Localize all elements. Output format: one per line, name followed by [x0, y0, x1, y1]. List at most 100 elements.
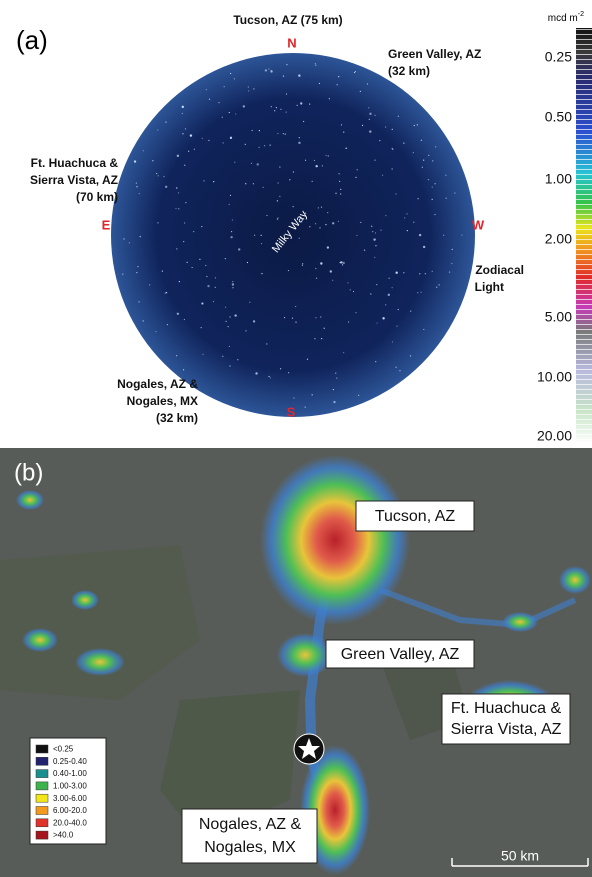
- legend-swatch: [36, 794, 48, 802]
- star: [443, 235, 444, 236]
- star: [183, 369, 184, 370]
- star: [215, 277, 216, 278]
- legend-swatch: [36, 745, 48, 753]
- star: [321, 207, 322, 208]
- star: [283, 76, 284, 77]
- star: [162, 270, 163, 271]
- panel-label: (a): [16, 25, 48, 55]
- star: [134, 160, 136, 162]
- star: [356, 235, 357, 236]
- star: [163, 176, 164, 177]
- legend-swatch: [36, 770, 48, 778]
- star: [138, 301, 139, 302]
- star: [232, 287, 233, 288]
- star: [149, 284, 150, 285]
- star: [215, 287, 216, 288]
- star: [452, 249, 453, 250]
- star: [369, 119, 370, 120]
- star: [315, 268, 316, 269]
- colorbar-tick-label: 20.00: [537, 428, 572, 444]
- star: [266, 343, 267, 344]
- star: [277, 200, 278, 201]
- star: [303, 121, 304, 122]
- star: [342, 262, 344, 264]
- star: [271, 106, 272, 107]
- star: [428, 179, 429, 180]
- star: [325, 224, 326, 225]
- star: [445, 175, 446, 176]
- star: [322, 165, 323, 166]
- star: [268, 68, 269, 69]
- star: [201, 327, 202, 328]
- star: [187, 262, 188, 263]
- star: [357, 169, 358, 170]
- light-dome: [22, 628, 58, 652]
- star: [185, 202, 186, 203]
- colorbar-tick-label: 0.25: [545, 49, 572, 65]
- star: [251, 163, 252, 164]
- star: [329, 98, 330, 99]
- star: [222, 356, 223, 357]
- star: [137, 266, 138, 267]
- star: [319, 83, 320, 84]
- star: [208, 140, 209, 141]
- legend-label: <0.25: [53, 745, 74, 754]
- star: [232, 281, 233, 282]
- star: [392, 168, 393, 169]
- star: [234, 314, 236, 316]
- star: [271, 70, 272, 71]
- star: [278, 182, 279, 183]
- star: [364, 250, 365, 251]
- star: [182, 133, 183, 134]
- star: [255, 372, 257, 374]
- star: [229, 346, 230, 347]
- star: [360, 91, 361, 92]
- star: [299, 238, 300, 239]
- star: [338, 221, 339, 222]
- star: [392, 287, 393, 288]
- light-dome: [71, 590, 99, 610]
- star: [354, 72, 355, 73]
- star: [342, 264, 343, 265]
- star: [248, 90, 249, 91]
- star: [261, 273, 262, 274]
- star: [279, 166, 280, 167]
- star: [139, 193, 140, 194]
- star: [202, 138, 203, 139]
- star: [165, 186, 167, 188]
- star: [230, 73, 231, 74]
- direction: E: [102, 217, 111, 232]
- light-dome: [502, 612, 538, 632]
- star: [259, 147, 260, 148]
- star: [179, 281, 180, 282]
- star: [337, 84, 338, 85]
- panel-label: (b): [14, 459, 43, 486]
- star: [190, 134, 192, 136]
- star: [315, 63, 316, 64]
- star: [446, 198, 447, 199]
- star: [286, 111, 287, 112]
- star: [288, 372, 289, 373]
- star: [176, 248, 177, 249]
- star: [286, 93, 287, 94]
- colorbar-tick-label: 5.00: [545, 309, 572, 325]
- light-dome: [260, 455, 410, 625]
- star: [330, 270, 332, 272]
- star: [434, 214, 435, 215]
- star: [235, 113, 236, 114]
- star: [268, 376, 269, 377]
- star: [417, 292, 418, 293]
- city-label: Tucson, AZ: [375, 508, 456, 525]
- star: [194, 149, 195, 150]
- star: [270, 145, 271, 146]
- star: [203, 354, 204, 355]
- star: [285, 134, 286, 135]
- star: [177, 155, 179, 157]
- colorbar-tick-label: 0.50: [545, 109, 572, 125]
- star: [343, 352, 344, 353]
- legend-swatch: [36, 782, 48, 790]
- star: [432, 187, 433, 188]
- star: [376, 284, 377, 285]
- star: [374, 257, 375, 258]
- star: [328, 155, 329, 156]
